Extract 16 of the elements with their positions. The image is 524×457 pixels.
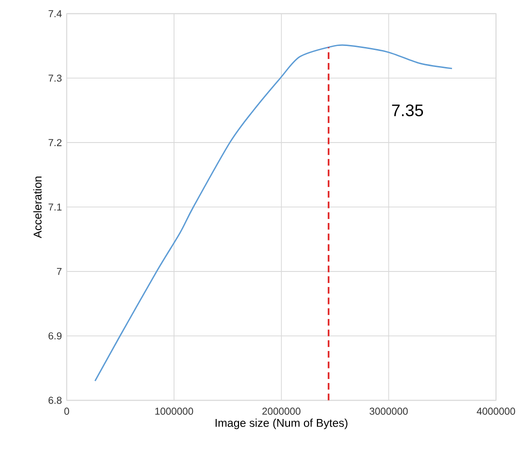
y-tick-label: 7.4 [48, 10, 62, 18]
x-axis-title: Image size (Num of Bytes) [216, 418, 348, 430]
y-tick-label: 7 [56, 268, 62, 275]
line-series [94, 44, 453, 382]
y-tick-label: 6.9 [48, 332, 62, 340]
y-axis-title: Acceleration [33, 176, 42, 238]
x-tick-label: 4000000 [476, 408, 516, 415]
y-tick-label: 7.3 [48, 74, 62, 82]
annotation: 7.35 [392, 104, 423, 116]
y-tick-label: 7.1 [48, 204, 62, 210]
x-tick-label: 3000000 [370, 408, 408, 415]
x-tick-label: 2000000 [262, 408, 300, 415]
y-tick-label: 6.8 [48, 396, 62, 404]
x-tick-label: 1000000 [155, 408, 194, 415]
x-tick-label: 0 [64, 408, 70, 415]
y-tick-label: 7.2 [48, 139, 62, 146]
